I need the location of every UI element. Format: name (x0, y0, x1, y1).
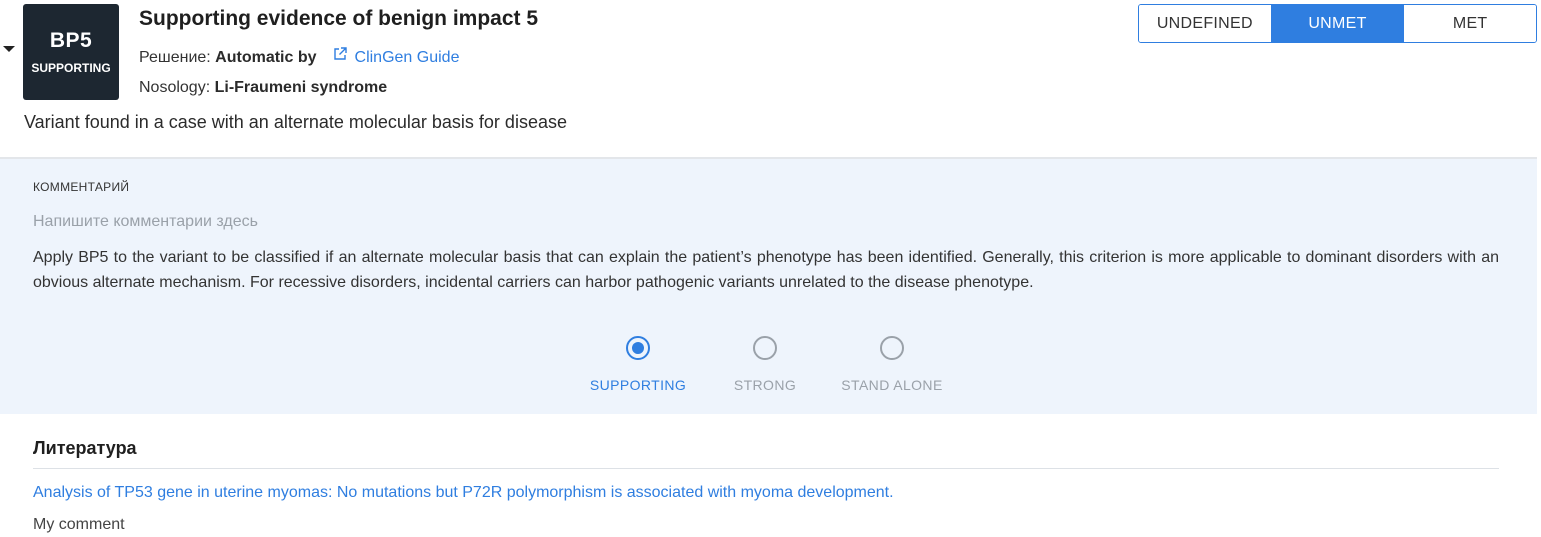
criterion-strength-badge: SUPPORTING (31, 61, 111, 75)
comment-input[interactable] (33, 213, 1499, 231)
status-segmented-control: UNDEFINED UNMET MET (1138, 4, 1537, 43)
clingen-guide-label: ClinGen Guide (354, 49, 460, 66)
criterion-description: Variant found in a case with an alternat… (24, 112, 567, 132)
nosology-label: Nosology: (139, 79, 211, 96)
literature-divider (33, 468, 1499, 469)
status-undefined-button[interactable]: UNDEFINED (1139, 5, 1271, 42)
external-link-icon (333, 47, 347, 60)
comment-panel: КОММЕНТАРИЙ Apply BP5 to the variant to … (0, 159, 1537, 414)
header-divider (0, 157, 1537, 159)
radio-unchecked-icon (753, 336, 777, 360)
strength-stand-alone-radio[interactable]: STAND ALONE (832, 336, 952, 393)
status-unmet-button[interactable]: UNMET (1270, 5, 1404, 42)
criterion-code: BP5 (49, 29, 93, 52)
radio-unchecked-icon (880, 336, 904, 360)
clingen-guide-link[interactable]: ClinGen Guide (317, 47, 460, 67)
criterion-guidance-text: Apply BP5 to the variant to be classifie… (33, 249, 1499, 291)
decision-value: Automatic by (215, 49, 317, 66)
strength-strong-radio[interactable]: STRONG (705, 336, 825, 393)
strength-radio-group: SUPPORTING STRONG STAND ALONE (0, 336, 1537, 396)
literature-title: Литература (33, 438, 137, 458)
strength-stand-alone-label: STAND ALONE (841, 377, 943, 393)
strength-strong-label: STRONG (733, 377, 797, 393)
literature-article-link[interactable]: Analysis of TP53 gene in uterine myomas:… (33, 484, 894, 501)
decision-row: Решение: Automatic by ClinGen Guide (139, 47, 460, 67)
criterion-badge: BP5 SUPPORTING (23, 4, 119, 100)
nosology-value: Li-Fraumeni syndrome (214, 79, 388, 96)
strength-supporting-radio[interactable]: SUPPORTING (578, 336, 698, 393)
nosology-row: Nosology: Li-Fraumeni syndrome (139, 79, 387, 97)
decision-label: Решение: (139, 49, 211, 66)
strength-supporting-label: SUPPORTING (589, 377, 687, 393)
collapse-caret-icon[interactable] (3, 46, 15, 52)
comment-label: КОММЕНТАРИЙ (33, 180, 130, 194)
radio-checked-icon (626, 336, 650, 360)
status-met-button[interactable]: MET (1403, 5, 1536, 42)
criterion-title: Supporting evidence of benign impact 5 (139, 7, 539, 30)
literature-comment: My comment (33, 516, 125, 533)
